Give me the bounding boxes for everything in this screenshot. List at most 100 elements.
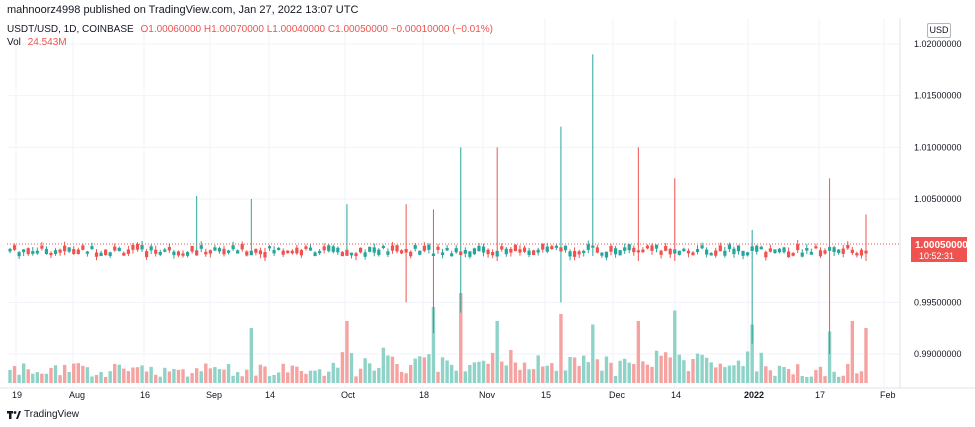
volume-bar: [154, 374, 158, 383]
volume-bar: [704, 357, 709, 383]
symbol-name[interactable]: USDT/USD, 1D, COINBASE: [7, 24, 134, 35]
volume-bar: [340, 352, 345, 383]
volume-bar: [522, 362, 527, 383]
candle-body: [668, 248, 672, 255]
tradingview-logo-icon: [7, 410, 21, 419]
volume-bar: [263, 366, 267, 383]
volume-bar: [600, 370, 604, 383]
candle-body: [723, 250, 727, 256]
volume-bar: [800, 375, 804, 383]
volume-bar: [563, 370, 568, 383]
volume-bar: [741, 366, 745, 383]
candle-body: [527, 250, 531, 255]
volume-bar: [427, 354, 431, 383]
candle-body: [199, 245, 203, 249]
candle-body: [318, 251, 322, 254]
volume-bar: [850, 321, 855, 383]
candle-body: [691, 252, 695, 256]
volume-bar: [832, 371, 836, 383]
candle-body: [568, 251, 572, 257]
time-tick-label: Dec: [609, 390, 626, 400]
candle-body: [245, 251, 249, 256]
volume-bar: [459, 293, 463, 383]
candle-body: [554, 245, 558, 248]
candle-body: [645, 245, 650, 249]
candle-body: [700, 245, 704, 249]
candle-body: [72, 249, 76, 254]
countdown-label: 10:52:31: [919, 251, 954, 261]
volume-bar: [304, 373, 308, 383]
volume-bar: [440, 357, 445, 383]
candle-body: [741, 250, 745, 256]
volume-bars: [8, 293, 868, 383]
volume-bar: [290, 365, 294, 383]
candle-body: [185, 252, 190, 256]
candle-body: [777, 248, 782, 253]
candle-body: [99, 252, 103, 256]
volume-bar: [85, 367, 90, 383]
volume-bar: [782, 366, 786, 383]
volume-bar: [108, 371, 112, 383]
candle-body: [855, 253, 859, 256]
volume-bar: [58, 375, 62, 383]
candle-body: [117, 247, 121, 252]
volume-bar: [709, 362, 713, 383]
volume-bar: [313, 370, 317, 383]
currency-button[interactable]: USD: [927, 23, 951, 38]
candle-body: [26, 248, 30, 255]
volume-label: Vol: [7, 37, 21, 48]
volume-bar: [94, 374, 99, 383]
candle-body: [518, 249, 522, 253]
candle-body: [217, 248, 222, 252]
candle-body: [277, 247, 281, 251]
volume-bar: [618, 360, 622, 383]
volume-bar: [477, 361, 481, 383]
volume-bar: [113, 363, 117, 383]
candle-body: [94, 252, 99, 257]
candle-body: [636, 250, 640, 253]
volume-bar: [823, 376, 827, 383]
candle-body: [149, 246, 153, 251]
volume-bar: [53, 365, 58, 383]
candle-body: [331, 246, 335, 252]
volume-bar: [235, 372, 240, 383]
symbol-legend[interactable]: USDT/USD, 1D, COINBASE O1.00060000 H1.00…: [7, 24, 493, 35]
candle-body: [140, 245, 144, 250]
volume-bar: [8, 369, 12, 383]
volume-bar: [673, 310, 677, 383]
candle-body: [563, 245, 568, 251]
candle-body: [418, 250, 422, 255]
price-axis: 1.02000000 1.01500000 1.01000000 1.00500000…: [914, 39, 962, 359]
candle-body: [513, 244, 518, 251]
candle-body: [163, 249, 167, 252]
volume-bar: [859, 371, 864, 383]
volume-bar: [541, 366, 545, 383]
candle-body: [755, 245, 759, 252]
candle-body: [249, 250, 253, 256]
volume-bar: [513, 362, 518, 383]
candle-body: [440, 252, 445, 255]
candle-body: [805, 248, 809, 251]
candle-body: [613, 248, 618, 255]
candle-body: [595, 247, 599, 253]
time-tick-label: Oct: [341, 390, 356, 400]
volume-bar: [281, 363, 285, 383]
candle-body: [76, 249, 80, 255]
candle-body: [58, 249, 62, 253]
candle-body: [604, 251, 609, 258]
candle-body: [363, 252, 367, 257]
volume-bar: [777, 365, 782, 383]
tradingview-logo[interactable]: TradingView: [7, 409, 79, 420]
volume-bar: [814, 370, 818, 383]
volume-bar: [222, 369, 226, 383]
candle-body: [509, 248, 513, 253]
volume-bar: [818, 366, 823, 383]
volume-bar: [308, 370, 313, 383]
price-tick-label: 0.99500000: [914, 297, 962, 307]
volume-bar: [12, 366, 17, 383]
candle-body: [764, 251, 768, 258]
volume-legend[interactable]: Vol 24.543M: [7, 37, 67, 48]
volume-bar: [659, 355, 663, 383]
volume-bar: [791, 374, 795, 383]
